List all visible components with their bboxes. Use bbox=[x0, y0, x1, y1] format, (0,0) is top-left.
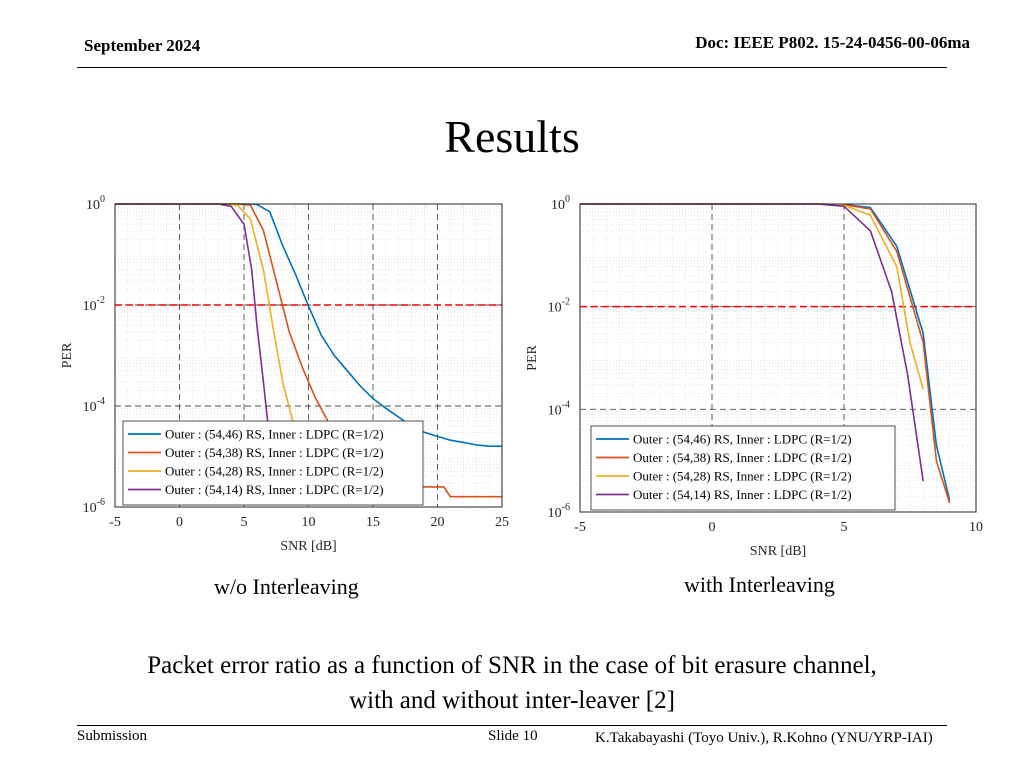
y-tick-label: 10-6 bbox=[83, 497, 105, 516]
legend: Outer : (54,46) RS, Inner : LDPC (R=1/2)… bbox=[590, 425, 896, 511]
x-tick-label: 25 bbox=[495, 515, 509, 530]
slide-caption: Packet error ratio as a function of SNR … bbox=[0, 648, 1024, 718]
x-axis-label: SNR [dB] bbox=[750, 544, 806, 559]
y-tick-label: 10-4 bbox=[83, 396, 105, 415]
x-tick-label: 5 bbox=[241, 515, 248, 530]
y-tick-label: 10-6 bbox=[548, 502, 570, 521]
x-tick-label: -5 bbox=[109, 515, 121, 530]
legend-label-4: Outer : (54,14) RS, Inner : LDPC (R=1/2) bbox=[633, 487, 852, 502]
y-tick-label: 100 bbox=[86, 194, 105, 213]
x-tick-label: 15 bbox=[366, 515, 380, 530]
legend-label-1: Outer : (54,46) RS, Inner : LDPC (R=1/2) bbox=[165, 427, 384, 442]
footer-slide-number: Slide 10 bbox=[488, 728, 538, 744]
legend: Outer : (54,46) RS, Inner : LDPC (R=1/2)… bbox=[122, 420, 424, 506]
slide-title: Results bbox=[444, 111, 580, 162]
caption-line-1: Packet error ratio as a function of SNR … bbox=[147, 652, 877, 679]
x-tick-label: 0 bbox=[176, 515, 183, 530]
legend-label-2: Outer : (54,38) RS, Inner : LDPC (R=1/2) bbox=[633, 450, 852, 465]
chart-1: -5 0 5 10 15 20 25 100 10-2 10-4 10-6 SNR [dB] PER Ou… bbox=[60, 194, 509, 554]
legend-label-2: Outer : (54,38) RS, Inner : LDPC (R=1/2) bbox=[165, 445, 384, 460]
y-tick-label: 100 bbox=[551, 194, 570, 213]
footer-authors: K.Takabayashi (Toyo Univ.), R.Kohno (YNU… bbox=[595, 730, 933, 746]
footer-divider bbox=[77, 725, 947, 726]
x-tick-label: 5 bbox=[841, 520, 848, 535]
legend-box bbox=[122, 420, 424, 506]
chart-label-with-interleaving: with Interleaving bbox=[684, 572, 835, 597]
chart-2: -5 0 5 10 100 10-2 10-4 10-6 SNR [dB] PER Outer : … bbox=[525, 194, 983, 559]
y-tick-label: 10-2 bbox=[83, 295, 105, 314]
x-tick-label: 10 bbox=[302, 515, 316, 530]
header-date: September 2024 bbox=[84, 36, 201, 55]
header-divider bbox=[77, 67, 947, 68]
legend-label-3: Outer : (54,28) RS, Inner : LDPC (R=1/2) bbox=[165, 464, 384, 479]
legend-box bbox=[590, 425, 896, 511]
header-doc-id: Doc: IEEE P802. 15-24-0456-00-06ma bbox=[695, 33, 970, 52]
x-tick-label: 0 bbox=[709, 520, 716, 535]
chart-label-without-interleaving: w/o Interleaving bbox=[214, 574, 359, 599]
y-axis-label: PER bbox=[525, 345, 540, 371]
footer-submission: Submission bbox=[77, 728, 148, 744]
y-tick-label: 10-2 bbox=[548, 297, 570, 316]
y-axis-label: PER bbox=[60, 342, 75, 368]
y-tick-label: 10-4 bbox=[548, 399, 570, 418]
x-axis-label: SNR [dB] bbox=[280, 539, 336, 554]
x-tick-label: -5 bbox=[574, 520, 586, 535]
x-tick-label: 10 bbox=[969, 520, 983, 535]
legend-label-1: Outer : (54,46) RS, Inner : LDPC (R=1/2) bbox=[633, 432, 852, 447]
caption-line-2: with and without inter-leaver [2] bbox=[349, 687, 675, 714]
axes-frame bbox=[114, 203, 503, 508]
axes-frame bbox=[579, 203, 977, 513]
x-tick-label: 20 bbox=[431, 515, 445, 530]
legend-label-3: Outer : (54,28) RS, Inner : LDPC (R=1/2) bbox=[633, 469, 852, 484]
legend-label-4: Outer : (54,14) RS, Inner : LDPC (R=1/2) bbox=[165, 482, 384, 497]
